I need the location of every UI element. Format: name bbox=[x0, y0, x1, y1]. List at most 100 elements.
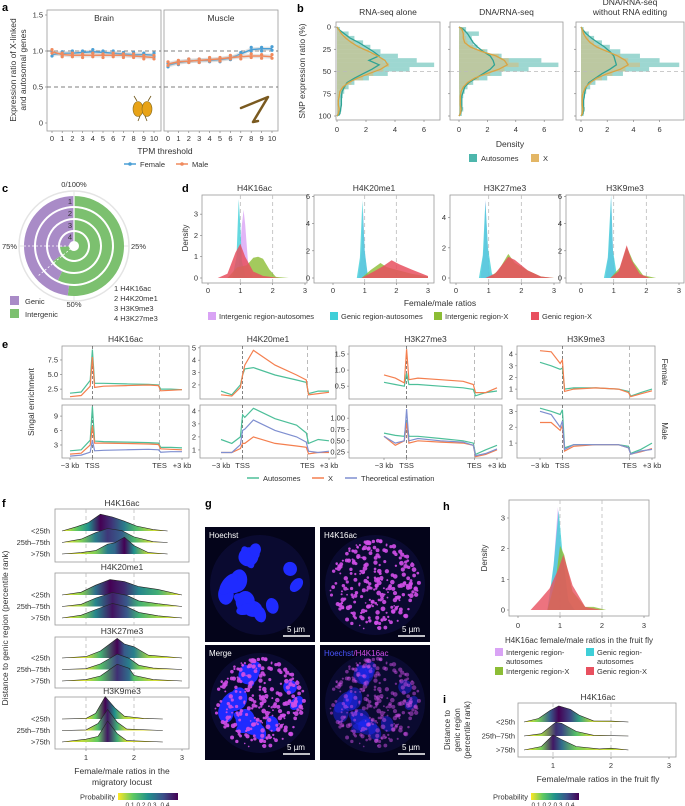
y-tick-label: 1.5 bbox=[335, 350, 345, 359]
data-point-male bbox=[81, 55, 85, 60]
row-label: 25th–75th bbox=[17, 726, 50, 735]
h4k16ac-signal bbox=[234, 685, 238, 690]
h4k16ac-signal bbox=[370, 600, 374, 604]
ring-legend-item: 1 H4K16ac bbox=[114, 284, 151, 293]
profile-line-x bbox=[220, 349, 330, 397]
y-axis-label: Expression ratio of X-linked bbox=[8, 18, 18, 122]
density-area bbox=[581, 245, 679, 278]
x-tick-label: +3 kb bbox=[643, 461, 662, 470]
h4k16ac-signal bbox=[373, 588, 376, 591]
profile-line-x bbox=[539, 350, 653, 398]
x-tick-label: 0 bbox=[50, 134, 54, 143]
histogram-bar-x bbox=[581, 80, 592, 85]
colorbar-tick-label: 0.3 bbox=[553, 802, 562, 806]
h4k16ac-signal bbox=[241, 664, 244, 667]
legend-swatch-autosomes bbox=[469, 154, 477, 162]
h4k16ac-signal bbox=[331, 585, 336, 589]
row-label: <25th bbox=[31, 591, 50, 600]
profile-line-autosomes bbox=[220, 366, 329, 396]
h4k16ac-signal bbox=[412, 573, 416, 578]
h4k16ac-signal bbox=[359, 572, 362, 575]
h4k16ac-signal bbox=[370, 549, 373, 552]
h4k16ac-signal bbox=[259, 739, 264, 744]
h4k16ac-signal bbox=[364, 720, 367, 722]
x-tick-label: −3 kb bbox=[61, 461, 80, 470]
y-tick-label: 1.5 bbox=[33, 11, 43, 20]
legend-swatch bbox=[495, 648, 503, 656]
h4k16ac-signal bbox=[400, 567, 405, 572]
profile-line-autosomes bbox=[69, 406, 183, 452]
h4k16ac-signal bbox=[343, 576, 348, 581]
h4k16ac-signal bbox=[255, 721, 258, 724]
h4k16ac-signal bbox=[368, 598, 371, 601]
h4k16ac-signal bbox=[368, 669, 373, 674]
facet-title: H3K27me3 bbox=[404, 334, 447, 344]
h4k16ac-signal bbox=[234, 704, 239, 709]
h4k16ac-signal bbox=[399, 679, 402, 682]
h4k16ac-signal bbox=[335, 681, 338, 684]
y-tick-label: 25 bbox=[323, 45, 331, 54]
h4k16ac-signal bbox=[278, 723, 281, 725]
h4k16ac-signal bbox=[283, 713, 287, 717]
panel-label-c: c bbox=[2, 183, 8, 195]
ridge-density bbox=[61, 720, 163, 743]
chromatin-blob bbox=[236, 603, 257, 616]
histogram-bar-x bbox=[459, 75, 479, 81]
x-tick-label: 2 bbox=[485, 125, 489, 134]
h4k16ac-signal bbox=[354, 572, 357, 576]
h4k16ac-signal bbox=[376, 698, 382, 704]
h4k16ac-signal bbox=[404, 678, 408, 682]
h4k16ac-signal bbox=[367, 616, 371, 620]
facet-title: DNA/RNA-seq bbox=[603, 0, 658, 7]
h4k16ac-signal bbox=[236, 729, 241, 734]
row-label: 25th–75th bbox=[17, 665, 50, 674]
profile-line-autosomes bbox=[383, 420, 498, 456]
x-tick-label: 2 bbox=[394, 286, 398, 295]
h4k16ac-signal bbox=[377, 621, 382, 626]
ring-number: 4 bbox=[68, 233, 72, 242]
h4k16ac-signal bbox=[380, 618, 384, 622]
h4k16ac-signal bbox=[413, 710, 419, 715]
h4k16ac-signal bbox=[290, 701, 294, 706]
h4k16ac-signal bbox=[348, 604, 353, 609]
h4k16ac-signal bbox=[238, 718, 242, 722]
y-axis-label: SNP expression ratio (%) bbox=[297, 23, 307, 118]
legend-label: Intergenic region-autosomes bbox=[219, 312, 314, 321]
histogram-bar-x bbox=[459, 89, 462, 94]
h4k16ac-signal bbox=[230, 698, 234, 702]
histogram-bar-x bbox=[581, 75, 602, 81]
h4k16ac-signal bbox=[358, 742, 361, 745]
x-tick-label: 3 bbox=[667, 761, 671, 770]
h4k16ac-signal bbox=[353, 695, 358, 700]
h4k16ac-signal bbox=[370, 667, 373, 670]
h4k16ac-signal bbox=[267, 717, 272, 723]
h4k16ac-signal bbox=[289, 678, 293, 682]
y-tick-label: 1.00 bbox=[330, 414, 345, 423]
facet-title: H4K20me1 bbox=[353, 183, 396, 193]
h4k16ac-signal bbox=[268, 711, 271, 714]
row-label: <25th bbox=[31, 654, 50, 663]
h4k16ac-signal bbox=[350, 621, 354, 626]
h4k16ac-signal bbox=[365, 540, 370, 544]
y-tick-label: 1.0 bbox=[33, 47, 43, 56]
h4k16ac-signal bbox=[353, 593, 358, 598]
profile-line-x bbox=[221, 436, 329, 455]
h4k16ac-signal bbox=[340, 719, 344, 723]
h4k16ac-signal bbox=[339, 572, 342, 575]
h4k16ac-signal bbox=[296, 685, 302, 690]
h4k16ac-signal bbox=[345, 580, 349, 584]
h4k16ac-signal bbox=[221, 684, 226, 689]
h4k16ac-signal bbox=[237, 732, 241, 736]
profile-line-autosomes bbox=[383, 373, 498, 397]
ring-legend-item: 2 H4K20me1 bbox=[114, 294, 158, 303]
histogram-bar-autosomes bbox=[459, 49, 488, 54]
data-point-male bbox=[50, 47, 54, 52]
h4k16ac-signal bbox=[375, 666, 380, 671]
h4k16ac-signal bbox=[233, 667, 236, 671]
h4k16ac-signal bbox=[349, 704, 354, 709]
h4k16ac-signal bbox=[387, 709, 389, 712]
h4k16ac-signal bbox=[392, 668, 397, 673]
legend-label: Genic region-X bbox=[597, 667, 647, 676]
h4k16ac-signal bbox=[267, 734, 271, 738]
h4k16ac-signal bbox=[340, 601, 344, 605]
